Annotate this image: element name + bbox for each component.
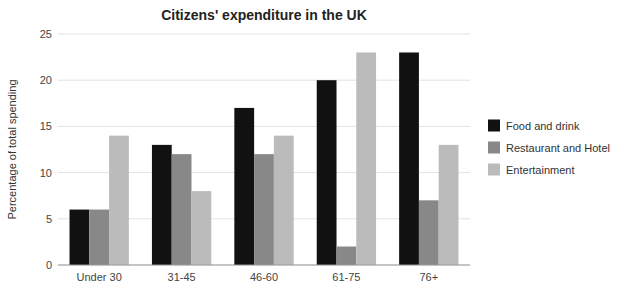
bar xyxy=(70,210,90,265)
bar xyxy=(109,136,129,265)
x-axis-line xyxy=(58,265,470,266)
y-tick-label: 0 xyxy=(46,259,52,271)
bar xyxy=(152,145,172,265)
legend-label: Restaurant and Hotel xyxy=(506,142,610,154)
bar xyxy=(356,52,376,265)
y-tick-label: 15 xyxy=(40,120,52,132)
x-tick-label: 76+ xyxy=(419,271,438,283)
x-tick-label: 31-45 xyxy=(168,271,196,283)
bar xyxy=(234,108,254,265)
bar xyxy=(89,210,109,265)
bar xyxy=(439,145,459,265)
chart-title: Citizens' expenditure in the UK xyxy=(161,7,367,23)
bar xyxy=(172,154,192,265)
bar xyxy=(337,247,357,265)
x-tick-label: 61-75 xyxy=(332,271,360,283)
bar xyxy=(191,191,211,265)
legend-label: Food and drink xyxy=(506,120,580,132)
y-tick-label: 10 xyxy=(40,167,52,179)
bar xyxy=(254,154,274,265)
bars xyxy=(70,52,459,265)
grid xyxy=(58,34,470,265)
background xyxy=(0,0,640,295)
grid-line xyxy=(58,265,470,266)
legend-swatch xyxy=(488,164,500,176)
x-tick-label: Under 30 xyxy=(77,271,122,283)
bar xyxy=(419,200,439,265)
chart-container: Citizens' expenditure in the UK 0 5 10 15 20 2… xyxy=(0,0,640,295)
x-tick-label: 46-60 xyxy=(250,271,278,283)
legend-label: Entertainment xyxy=(506,164,574,176)
grid-line xyxy=(58,34,470,35)
y-axis-label: Percentage of total spending xyxy=(6,79,18,219)
bar xyxy=(399,52,419,265)
bar xyxy=(274,136,294,265)
legend-swatch xyxy=(488,142,500,154)
y-tick-label: 20 xyxy=(40,74,52,86)
bar xyxy=(317,80,337,265)
y-tick-label: 5 xyxy=(46,213,52,225)
chart-svg: Citizens' expenditure in the UK 0 5 10 15 20 2… xyxy=(0,0,640,295)
legend: Food and drink Restaurant and Hotel Entert… xyxy=(488,120,610,176)
legend-swatch xyxy=(488,120,500,132)
y-tick-label: 25 xyxy=(40,28,52,40)
